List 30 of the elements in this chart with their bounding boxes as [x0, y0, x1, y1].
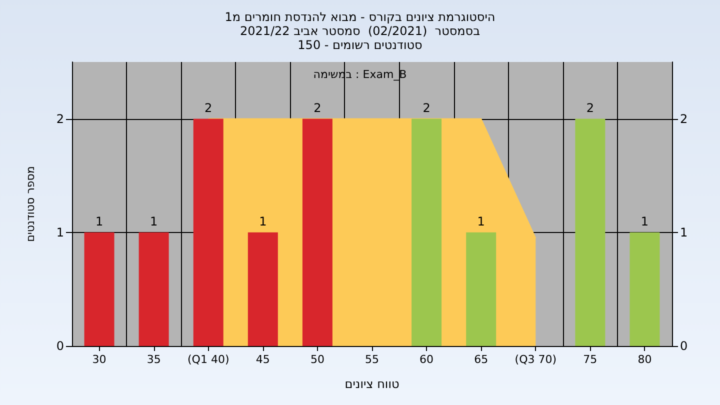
x-tick-label: 55 — [365, 353, 379, 366]
data-label: 2 — [422, 100, 430, 115]
x-tick-label: 65 — [474, 353, 488, 366]
data-label: 2 — [204, 100, 212, 115]
x-tick-label: (Q3 70) — [514, 353, 557, 366]
x-tick-label: 35 — [146, 353, 161, 366]
data-label: 1 — [640, 214, 649, 228]
chart-subtitle: בסמסטר (02/2021) סמסטר אביב 2021/22 סטודנטים רשומים - 150 — [240, 24, 480, 52]
x-tick-label: 75 — [583, 353, 598, 366]
y-tick-label: 1 — [56, 225, 64, 240]
chart-title: היסטוגרמת ציונים בקורס - מבוא להנדסת חומרים מ1 — [224, 10, 496, 24]
y2-tick-label: 2 — [680, 112, 688, 126]
data-label: 2 — [314, 100, 322, 115]
x-tick-label: 50 — [310, 353, 324, 366]
data-label: 1 — [259, 214, 267, 228]
x-axis-title: טווח ציונים — [344, 377, 400, 391]
data-label: 2 — [586, 100, 594, 115]
y-tick-label: 0 — [56, 339, 64, 353]
data-label: 1 — [477, 214, 485, 228]
y-axis-title: מספר סטודנטים — [24, 166, 37, 242]
y-tick-label: 2 — [56, 112, 64, 126]
x-tick-label: 80 — [638, 353, 652, 366]
data-label: 1 — [95, 214, 104, 228]
x-tick-label: 30 — [92, 353, 106, 366]
y2-tick-label: 0 — [680, 339, 688, 353]
data-label: 1 — [150, 214, 158, 228]
y2-tick-label: 1 — [680, 225, 688, 240]
x-tick-label: 45 — [256, 353, 270, 366]
x-tick-label: 60 — [420, 353, 434, 366]
x-tick-label: (Q1 40) — [187, 353, 230, 366]
